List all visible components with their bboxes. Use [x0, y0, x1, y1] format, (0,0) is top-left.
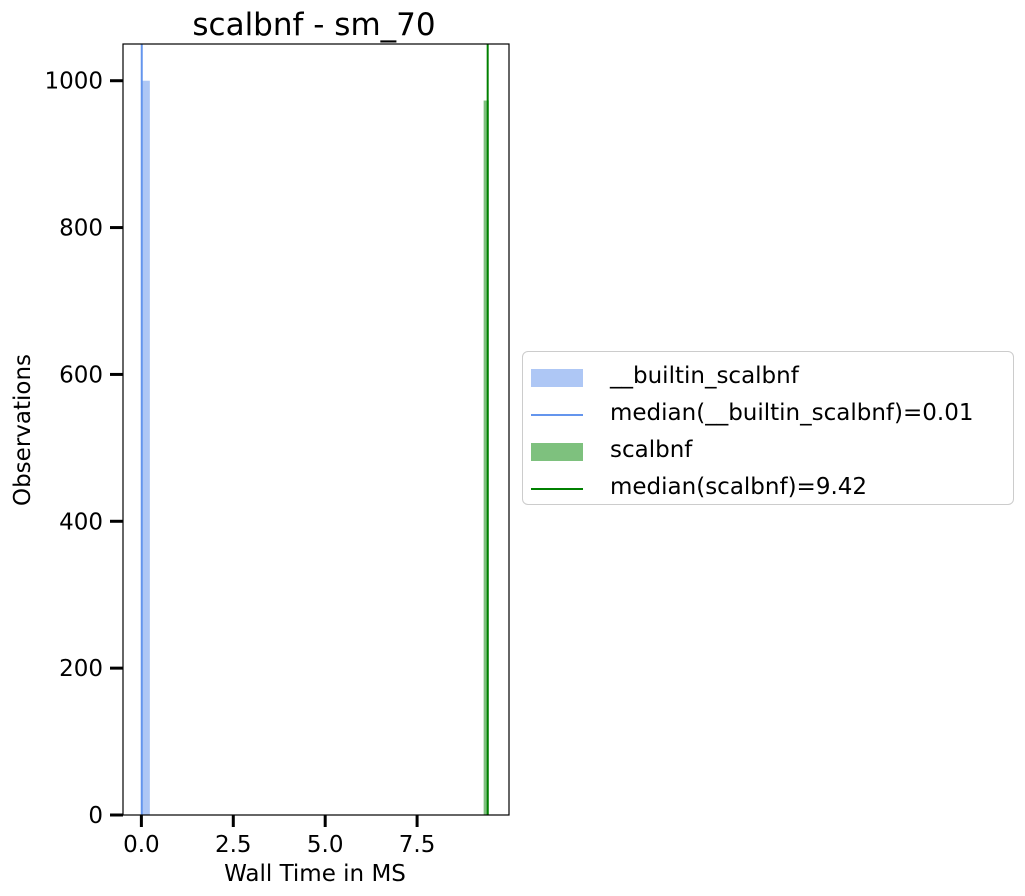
legend-line	[531, 414, 583, 416]
y-axis-ticks: 0 200 400 600 800 1000	[44, 69, 123, 829]
y-tick-label: 0	[88, 803, 103, 829]
legend-patch	[531, 369, 583, 387]
y-tick-label: 800	[59, 216, 103, 242]
y-tick-label: 1000	[44, 69, 103, 95]
y-tick-label: 600	[59, 362, 103, 388]
legend-label: __builtin_scalbnf	[610, 363, 799, 389]
y-tick-label: 400	[59, 509, 103, 535]
bar-0-0	[141, 80, 150, 815]
x-tick-label: 5.0	[307, 832, 344, 858]
x-axis-ticks: 0.0 2.5 5.0 7.5	[123, 815, 435, 858]
chart-title: scalbnf - sm_70	[192, 7, 435, 43]
x-tick-label: 2.5	[215, 832, 252, 858]
y-tick-label: 200	[59, 656, 103, 682]
legend-item: median(__builtin_scalbnf)=0.01	[523, 397, 1013, 431]
x-tick-label: 7.5	[399, 832, 436, 858]
legend: __builtin_scalbnf median(__builtin_scalbn…	[522, 351, 1014, 505]
plot-frame	[122, 43, 510, 816]
y-axis-label: Observations	[10, 354, 36, 506]
bar-1-0	[483, 100, 489, 816]
histogram-bars	[141, 80, 489, 816]
legend-item: scalbnf	[523, 434, 1013, 468]
median-lines	[140, 44, 489, 815]
legend-patch	[531, 443, 583, 461]
legend-label: scalbnf	[610, 437, 693, 463]
x-tick-label: 0.0	[123, 832, 160, 858]
legend-label: median(__builtin_scalbnf)=0.01	[610, 400, 974, 426]
legend-item: median(scalbnf)=9.42	[523, 471, 1013, 505]
legend-line	[531, 488, 583, 490]
legend-label: median(scalbnf)=9.42	[610, 474, 868, 500]
x-axis-label: Wall Time in MS	[224, 861, 406, 887]
legend-item: __builtin_scalbnf	[523, 360, 1013, 394]
